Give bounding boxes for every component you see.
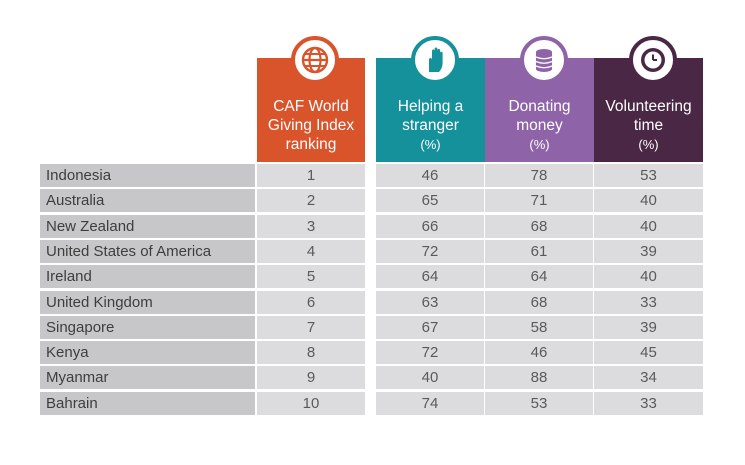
helping-cell: 64 bbox=[376, 265, 484, 288]
donating-cell: 58 bbox=[485, 316, 593, 339]
header-volunteering-line1: Volunteering bbox=[605, 98, 692, 115]
header-caf-line1: CAF World bbox=[273, 98, 349, 115]
country-cell: Singapore bbox=[40, 316, 255, 339]
header-caf-line3: ranking bbox=[285, 136, 337, 153]
volunteering-cell: 34 bbox=[594, 366, 703, 389]
helping-cell: 67 bbox=[376, 316, 484, 339]
donating-cell: 88 bbox=[485, 366, 593, 389]
helping-cell: 72 bbox=[376, 240, 484, 263]
volunteering-cell: 45 bbox=[594, 341, 703, 364]
country-cell: Australia bbox=[40, 189, 255, 212]
country-cell: Myanmar bbox=[40, 366, 255, 389]
header-donating-unit: (%) bbox=[529, 137, 550, 152]
helping-cell: 65 bbox=[376, 189, 484, 212]
volunteering-cell: 40 bbox=[594, 265, 703, 288]
helping-cell: 74 bbox=[376, 392, 484, 415]
rank-cell: 9 bbox=[257, 366, 365, 389]
donating-cell: 53 bbox=[485, 392, 593, 415]
rank-cell: 1 bbox=[257, 164, 365, 187]
header-volunteering-time: Volunteering time (%) bbox=[594, 36, 703, 162]
country-cell: Ireland bbox=[40, 265, 255, 288]
header-helping-unit: (%) bbox=[420, 137, 441, 152]
helping-cell: 40 bbox=[376, 366, 484, 389]
country-cell: United Kingdom bbox=[40, 291, 255, 314]
donating-cell: 46 bbox=[485, 341, 593, 364]
country-cell: Kenya bbox=[40, 341, 255, 364]
header-caf-ranking: CAF World Giving Index ranking bbox=[257, 36, 365, 162]
country-cell: Indonesia bbox=[40, 164, 255, 187]
clock-icon bbox=[628, 36, 677, 84]
header-helping-line1: Helping a bbox=[397, 98, 464, 115]
donating-cell: 78 bbox=[485, 164, 593, 187]
donating-cell: 64 bbox=[485, 265, 593, 288]
donating-cell: 68 bbox=[485, 291, 593, 314]
donating-cell: 71 bbox=[485, 189, 593, 212]
rank-cell: 5 bbox=[257, 265, 365, 288]
header-donating-line1: Donating bbox=[508, 98, 571, 115]
volunteering-cell: 40 bbox=[594, 215, 703, 238]
helping-cell: 63 bbox=[376, 291, 484, 314]
helping-cell: 46 bbox=[376, 164, 484, 187]
raised-hand-icon bbox=[410, 36, 459, 84]
coin-stack-icon bbox=[519, 36, 568, 84]
rank-cell: 2 bbox=[257, 189, 365, 212]
donating-cell: 68 bbox=[485, 215, 593, 238]
rank-cell: 3 bbox=[257, 215, 365, 238]
rank-cell: 10 bbox=[257, 392, 365, 415]
header-volunteering-line2: time bbox=[633, 117, 664, 134]
header-volunteering-unit: (%) bbox=[638, 137, 659, 152]
globe-icon bbox=[291, 36, 339, 84]
rank-cell: 8 bbox=[257, 341, 365, 364]
header-donating-line2: money bbox=[516, 117, 563, 134]
helping-cell: 72 bbox=[376, 341, 484, 364]
rank-cell: 6 bbox=[257, 291, 365, 314]
donating-cell: 61 bbox=[485, 240, 593, 263]
header-caf-line2: Giving Index bbox=[267, 117, 355, 134]
volunteering-cell: 40 bbox=[594, 189, 703, 212]
volunteering-cell: 33 bbox=[594, 291, 703, 314]
rank-cell: 4 bbox=[257, 240, 365, 263]
country-cell: Bahrain bbox=[40, 392, 255, 415]
header-helping-stranger: Helping a stranger (%) bbox=[376, 36, 485, 162]
rank-cell: 7 bbox=[257, 316, 365, 339]
volunteering-cell: 39 bbox=[594, 316, 703, 339]
volunteering-cell: 33 bbox=[594, 392, 703, 415]
helping-cell: 66 bbox=[376, 215, 484, 238]
country-cell: United States of America bbox=[40, 240, 255, 263]
country-cell: New Zealand bbox=[40, 215, 255, 238]
volunteering-cell: 53 bbox=[594, 164, 703, 187]
header-donating-money: Donating money (%) bbox=[485, 36, 594, 162]
header-helping-line2: stranger bbox=[402, 117, 459, 134]
volunteering-cell: 39 bbox=[594, 240, 703, 263]
